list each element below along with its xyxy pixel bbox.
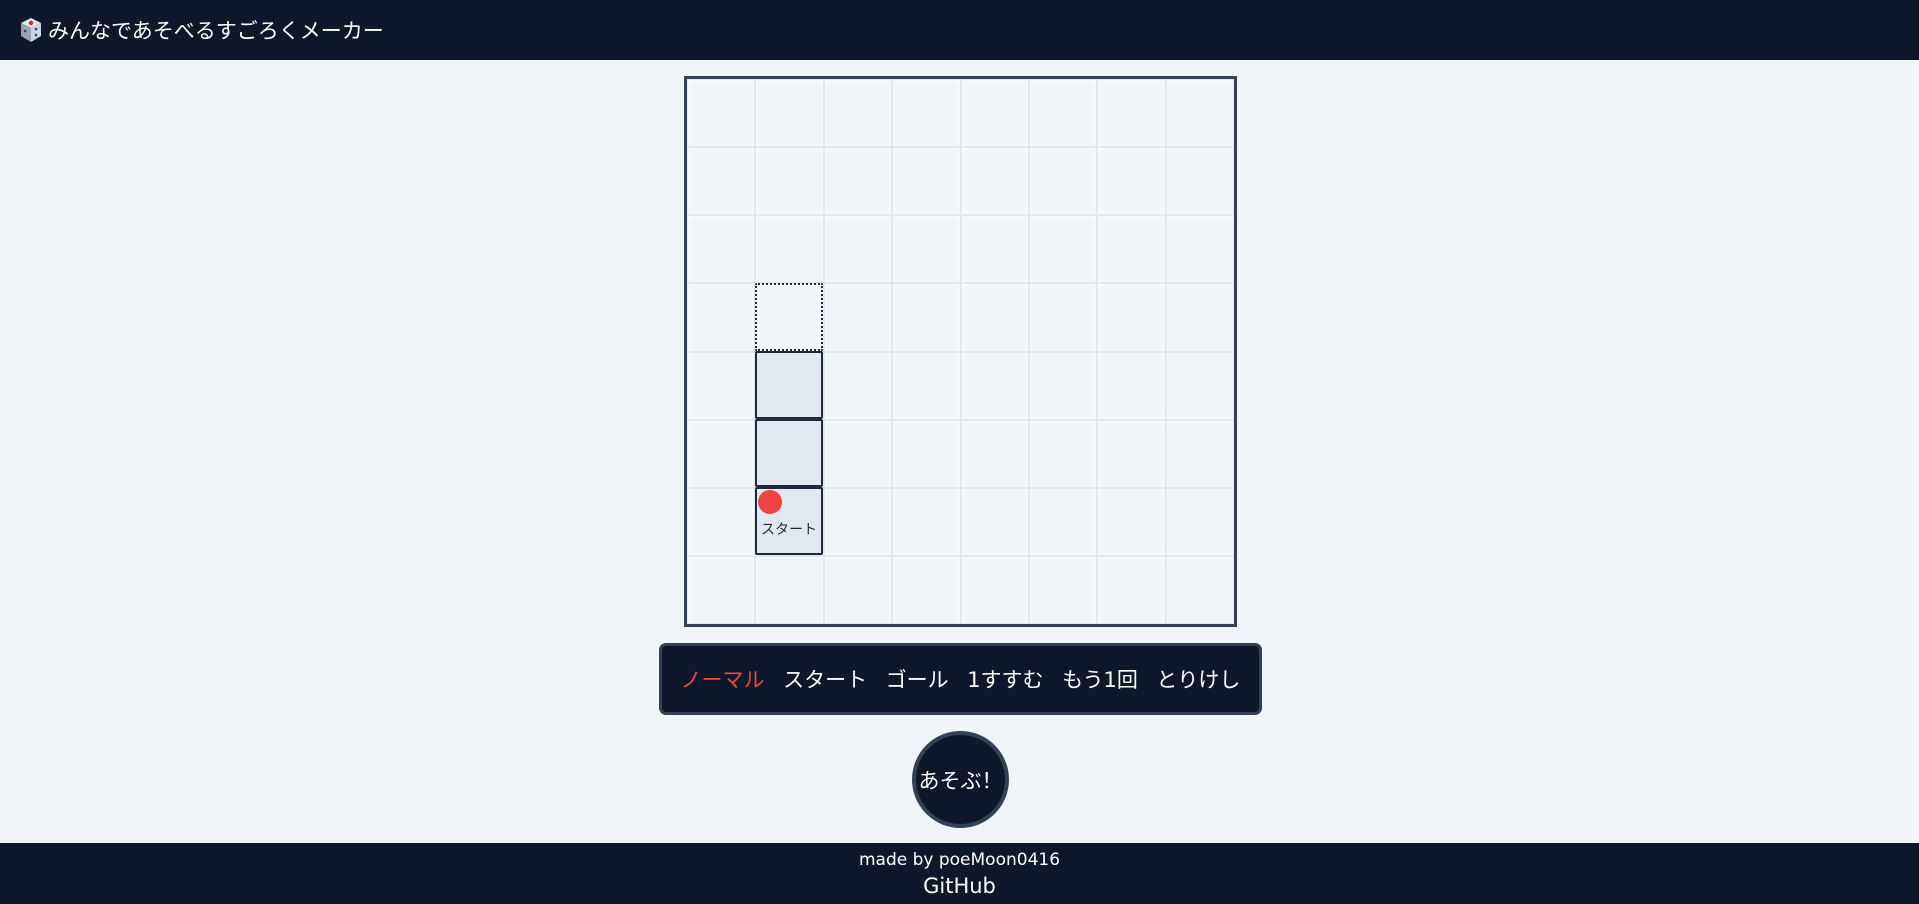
board-cell[interactable] — [687, 555, 756, 624]
board-cell[interactable] — [823, 555, 893, 624]
board-cell[interactable] — [1028, 147, 1098, 216]
app-title: みんなであそべるすごろくメーカー — [48, 19, 384, 43]
board-cell[interactable] — [1028, 215, 1098, 284]
app-footer: made by poeMoon0416 GitHub — [0, 843, 1919, 904]
board-cell[interactable] — [1097, 79, 1166, 148]
board-cell[interactable] — [687, 79, 756, 148]
github-link[interactable]: GitHub — [923, 874, 996, 898]
start-tile-label: スタート — [761, 522, 817, 538]
board-cell[interactable] — [823, 147, 893, 216]
tool-advance-one-button[interactable]: 1すすむ — [963, 658, 1047, 700]
board-cell[interactable] — [960, 487, 1029, 556]
board-cell[interactable] — [1028, 79, 1098, 148]
board-cell[interactable] — [823, 419, 893, 488]
board-cell[interactable] — [960, 215, 1029, 284]
game-board: スタート — [684, 76, 1237, 627]
board-cell[interactable] — [1097, 215, 1166, 284]
board-cell[interactable] — [960, 419, 1029, 488]
board-cell[interactable] — [892, 215, 961, 284]
board-cell[interactable] — [892, 419, 961, 488]
board-cell[interactable] — [1097, 351, 1166, 420]
board-cell[interactable] — [687, 351, 756, 420]
board-cell[interactable] — [1165, 555, 1234, 624]
player-piece — [758, 490, 782, 514]
board-cell[interactable] — [1165, 215, 1234, 284]
board-cell[interactable] — [823, 487, 893, 556]
tile-normal[interactable] — [755, 419, 823, 487]
board-cell[interactable] — [1165, 79, 1234, 148]
board-cell[interactable] — [1028, 487, 1098, 556]
play-button[interactable]: あそぶ！ — [912, 731, 1009, 828]
board-cell[interactable] — [892, 147, 961, 216]
board-cell[interactable] — [960, 351, 1029, 420]
board-cell[interactable] — [892, 351, 961, 420]
board-cell[interactable] — [687, 215, 756, 284]
board-cell[interactable] — [687, 487, 756, 556]
board-cell[interactable] — [755, 283, 824, 352]
tool-start-button[interactable]: スタート — [779, 658, 871, 700]
board-cell[interactable] — [687, 419, 756, 488]
board-cell[interactable] — [823, 79, 893, 148]
dice-icon — [20, 17, 42, 43]
tool-remove-button[interactable]: とりけし — [1152, 658, 1244, 700]
board-cell[interactable] — [823, 283, 893, 352]
credit-text: made by poeMoon0416 — [858, 850, 1061, 870]
board-cell[interactable] — [892, 555, 961, 624]
board-cell[interactable] — [1097, 555, 1166, 624]
board-cell[interactable] — [755, 555, 824, 624]
board-cell[interactable] — [755, 147, 824, 216]
tile-placeholder[interactable] — [755, 283, 823, 351]
board-cell[interactable] — [960, 555, 1029, 624]
board-cell[interactable] — [1165, 351, 1234, 420]
board-cell[interactable] — [1097, 283, 1166, 352]
board-cell[interactable] — [960, 283, 1029, 352]
board-cell[interactable] — [755, 79, 824, 148]
board-cell[interactable] — [823, 215, 893, 284]
tool-goal-button[interactable]: ゴール — [882, 658, 953, 700]
board-cell[interactable] — [1097, 487, 1166, 556]
tile-normal[interactable] — [755, 351, 823, 419]
board-cell[interactable] — [892, 487, 961, 556]
board-cell[interactable] — [1097, 147, 1166, 216]
board-cell[interactable] — [1165, 487, 1234, 556]
board-cell[interactable] — [1028, 351, 1098, 420]
board-cell[interactable] — [1097, 419, 1166, 488]
tile-type-toolbar: ノーマル スタート ゴール 1すすむ もう1回 とりけし — [659, 643, 1262, 715]
tool-normal-button[interactable]: ノーマル — [677, 658, 769, 700]
board-cell[interactable] — [687, 283, 756, 352]
app-header: みんなであそべるすごろくメーカー — [0, 0, 1919, 60]
board-cell[interactable] — [823, 351, 893, 420]
board-cell[interactable] — [1028, 419, 1098, 488]
board-cell[interactable] — [1165, 419, 1234, 488]
board-cell[interactable] — [892, 79, 961, 148]
tool-extra-turn-button[interactable]: もう1回 — [1058, 658, 1142, 700]
board-cell[interactable] — [1165, 283, 1234, 352]
board-cell[interactable] — [755, 215, 824, 284]
board-cell[interactable] — [1165, 147, 1234, 216]
board-cell[interactable] — [960, 79, 1029, 148]
board-cell[interactable] — [687, 147, 756, 216]
board-cell[interactable] — [1028, 555, 1098, 624]
board-cell[interactable] — [960, 147, 1029, 216]
board-cell[interactable] — [892, 283, 961, 352]
board-cell[interactable] — [1028, 283, 1098, 352]
